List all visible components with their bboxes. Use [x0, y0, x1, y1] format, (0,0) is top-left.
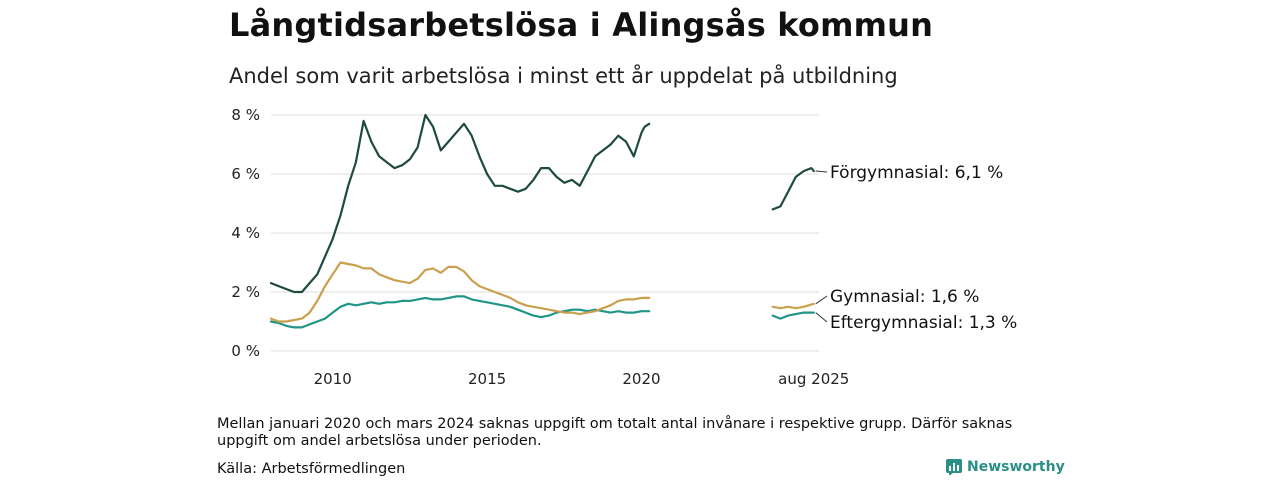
label-leader-line — [815, 312, 828, 323]
series-line-gymnasial — [269, 261, 651, 323]
y-tick-label: 4 % — [231, 224, 260, 242]
x-tick-labels: 2010 2015 2020 aug 2025 — [314, 370, 850, 388]
series-end-labels: Förgymnasial: 6,1 % Gymnasial: 1,6 % Efter… — [815, 163, 1017, 333]
newsworthy-logo-icon — [946, 459, 962, 475]
label-leader-line — [815, 170, 828, 173]
brand-name: Newsworthy — [967, 459, 1065, 475]
y-tick-labels: 0 % 2 % 4 % 6 % 8 % — [231, 106, 260, 360]
x-tick-label: aug 2025 — [778, 370, 849, 388]
x-tick-label: 2015 — [468, 370, 506, 388]
gridlines — [271, 114, 819, 352]
chart-subtitle: Andel som varit arbetslösa i minst ett å… — [229, 64, 898, 88]
series-line-forgymnasial — [269, 113, 651, 294]
x-tick-label: 2020 — [622, 370, 660, 388]
y-tick-label: 0 % — [231, 342, 260, 360]
chart-footnote: Mellan januari 2020 och mars 2024 saknas… — [217, 416, 1013, 449]
chart-title: Långtidsarbetslösa i Alingsås kommun — [229, 6, 934, 44]
series-line-eftergymnasial — [269, 295, 651, 329]
series-lines — [269, 113, 815, 329]
y-tick-label: 8 % — [231, 106, 260, 124]
series-end-label-eftergymnasial: Eftergymnasial: 1,3 % — [830, 313, 1017, 333]
y-tick-label: 6 % — [231, 165, 260, 183]
newsworthy-logo: Newsworthy — [946, 459, 1065, 475]
series-line-gymnasial — [771, 302, 815, 310]
series-line-eftergymnasial — [771, 311, 815, 320]
x-tick-label: 2010 — [314, 370, 352, 388]
label-leader-line — [815, 295, 828, 305]
series-end-label-gymnasial: Gymnasial: 1,6 % — [830, 287, 979, 307]
series-end-label-forgymnasial: Förgymnasial: 6,1 % — [830, 163, 1003, 183]
series-line-forgymnasial — [771, 167, 815, 211]
line-chart: 0 % 2 % 4 % 6 % 8 % 2010 2015 2020 aug 2025 För… — [231, 106, 1017, 388]
chart-source: Källa: Arbetsförmedlingen — [217, 461, 406, 477]
y-tick-label: 2 % — [231, 283, 260, 301]
